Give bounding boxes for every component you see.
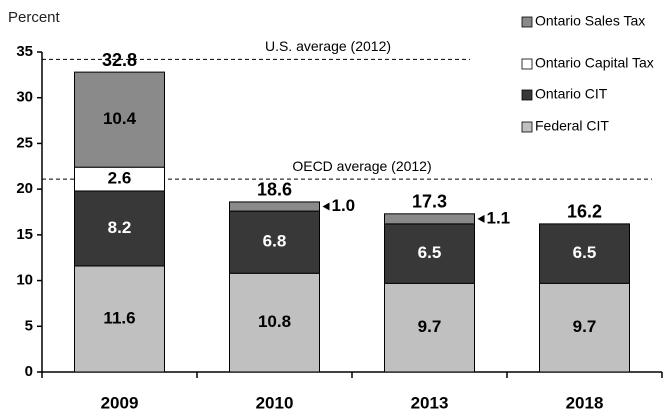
bar-segment: [229, 201, 320, 212]
legend-swatch: [521, 16, 533, 28]
segment-label: 2.6: [108, 169, 132, 188]
segment-label: 8.2: [108, 218, 132, 237]
bar-segment: [384, 213, 475, 225]
reference-label: U.S. average (2012): [265, 38, 391, 54]
legend-swatch: [521, 58, 533, 70]
segment-label: 11.6: [103, 308, 135, 327]
legend-swatch: [521, 121, 533, 133]
y-tick-label: 30: [16, 89, 33, 106]
legend-label: Ontario Sales Tax: [535, 13, 645, 29]
segment-label: 1.1: [487, 208, 511, 227]
bar-segment: [384, 223, 475, 284]
y-tick-label: 20: [16, 180, 33, 197]
bar-segment: [74, 265, 165, 373]
label-arrow: [477, 214, 485, 223]
x-tick-label: 2009: [101, 393, 139, 412]
x-tick-label: 2010: [256, 393, 294, 412]
segment-label: 6.8: [263, 232, 287, 251]
x-tick-label: 2018: [566, 393, 604, 412]
bar-segment: [229, 272, 320, 373]
total-label: 16.2: [567, 202, 602, 222]
y-tick-label: 10: [16, 272, 33, 289]
y-tick-label: 5: [25, 317, 33, 334]
segment-label: 10.8: [258, 312, 291, 331]
reference-label: OECD average (2012): [292, 158, 431, 174]
y-tick-label: 15: [16, 226, 33, 243]
legend-swatch: [521, 89, 533, 101]
total-label: 32.8: [102, 50, 137, 70]
bar-segment: [384, 282, 475, 373]
x-tick-label: 2013: [411, 393, 449, 412]
segment-label: 6.5: [418, 243, 442, 262]
total-label: 18.6: [257, 180, 292, 200]
bar-segment: [539, 282, 630, 373]
legend-label: Federal CIT: [535, 118, 609, 134]
bar-segment: [74, 190, 165, 267]
legend-label: Ontario CIT: [535, 86, 608, 102]
segment-label: 10.4: [103, 109, 137, 128]
segment-label: 1.0: [332, 196, 356, 215]
y-tick-label: 25: [16, 134, 33, 151]
segment-label: 9.7: [418, 317, 442, 336]
y-axis-label: Percent: [8, 9, 61, 26]
bar-segment: [74, 71, 165, 168]
legend-label: Ontario Capital Tax: [535, 55, 654, 71]
label-arrow: [322, 202, 330, 211]
y-tick-label: 0: [25, 363, 33, 380]
segment-label: 6.5: [573, 243, 597, 262]
bar-segment: [539, 223, 630, 284]
segment-label: 9.7: [573, 317, 597, 336]
y-tick-label: 35: [16, 43, 33, 60]
total-label: 17.3: [412, 192, 447, 212]
bar-segment: [229, 210, 320, 274]
